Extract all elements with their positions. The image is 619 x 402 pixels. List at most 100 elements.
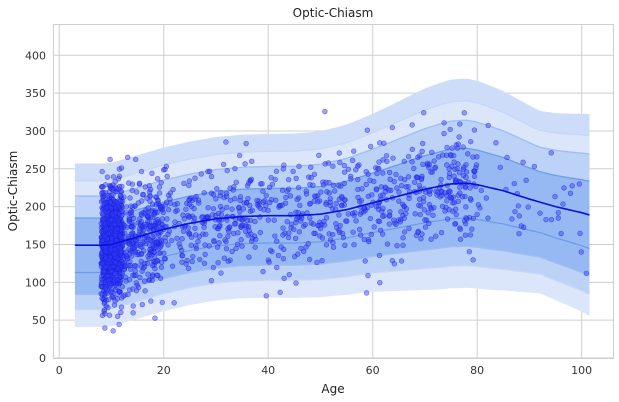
data-point — [349, 210, 356, 217]
centile-lines — [74, 100, 590, 311]
data-point — [336, 150, 342, 156]
data-point — [167, 190, 174, 196]
data-point — [371, 178, 377, 185]
data-point — [110, 174, 117, 180]
data-point — [252, 218, 258, 225]
data-point — [124, 154, 131, 161]
centile-band — [74, 78, 590, 181]
data-point — [104, 174, 111, 180]
data-point — [142, 221, 148, 228]
data-point — [363, 169, 369, 175]
data-point — [375, 165, 381, 172]
data-point — [376, 252, 383, 259]
data-point — [429, 169, 435, 175]
data-point — [156, 184, 163, 190]
data-point — [265, 217, 272, 223]
data-point — [214, 244, 221, 250]
data-point — [382, 188, 388, 195]
data-point — [409, 159, 415, 165]
data-point — [422, 217, 428, 223]
data-point — [388, 187, 394, 193]
data-point — [100, 184, 106, 190]
data-point — [162, 238, 169, 244]
data-point — [454, 165, 460, 172]
data-point — [356, 226, 363, 233]
data-point — [156, 250, 162, 256]
data-point — [112, 287, 119, 293]
data-point — [355, 186, 361, 193]
data-point — [226, 228, 232, 235]
data-point — [176, 241, 182, 247]
data-point — [190, 253, 196, 260]
centile-band — [74, 100, 590, 197]
data-point — [383, 153, 390, 159]
data-point — [101, 269, 107, 276]
x-tick-label: 20 — [157, 364, 171, 377]
data-point — [520, 159, 526, 165]
data-point — [260, 188, 266, 194]
data-point — [365, 272, 371, 279]
data-point — [105, 277, 112, 284]
data-point — [293, 280, 299, 286]
data-point — [463, 174, 469, 181]
data-point — [400, 242, 406, 249]
data-point — [429, 149, 435, 156]
data-point — [332, 188, 338, 194]
data-point — [333, 200, 339, 207]
data-point — [223, 193, 230, 199]
centile-line — [74, 245, 590, 296]
data-point — [213, 196, 219, 202]
data-point — [329, 205, 336, 212]
data-point — [413, 232, 420, 239]
data-point — [367, 215, 374, 222]
data-point — [192, 175, 198, 181]
data-point — [274, 264, 280, 271]
data-point — [230, 230, 237, 237]
data-point — [237, 197, 243, 204]
data-point — [130, 245, 136, 252]
data-point — [237, 208, 243, 215]
data-point — [152, 315, 158, 321]
data-point — [325, 160, 332, 166]
data-point — [223, 238, 229, 245]
data-point — [163, 199, 170, 205]
data-point — [99, 291, 106, 297]
data-point — [338, 183, 344, 189]
data-point — [238, 224, 244, 230]
data-point — [261, 207, 267, 213]
data-point — [118, 188, 124, 195]
data-point — [450, 194, 457, 200]
data-point — [350, 229, 356, 235]
data-point — [342, 242, 348, 249]
data-point — [457, 190, 463, 196]
data-point — [558, 230, 564, 237]
data-point — [246, 227, 252, 234]
data-point — [384, 241, 391, 247]
data-point — [462, 193, 468, 200]
data-point — [401, 177, 408, 183]
data-point — [142, 184, 148, 190]
data-point — [106, 265, 113, 271]
data-point — [274, 238, 280, 244]
y-tick-label: 100 — [25, 276, 46, 289]
data-point — [135, 200, 142, 206]
data-point — [364, 127, 371, 133]
data-point — [162, 166, 168, 173]
data-point — [154, 272, 160, 278]
data-point — [211, 237, 217, 244]
x-tick-label: 100 — [571, 364, 592, 377]
data-point — [403, 210, 409, 217]
data-point — [420, 140, 426, 147]
data-point — [297, 202, 303, 209]
data-point — [111, 221, 117, 227]
data-point — [114, 277, 121, 283]
data-point — [113, 186, 120, 192]
data-point — [105, 261, 111, 268]
data-point — [456, 170, 463, 176]
data-point — [411, 165, 417, 172]
data-point — [437, 194, 443, 200]
centile-band — [74, 148, 590, 273]
data-point — [441, 130, 447, 137]
data-point — [457, 184, 463, 191]
data-point — [444, 144, 450, 151]
